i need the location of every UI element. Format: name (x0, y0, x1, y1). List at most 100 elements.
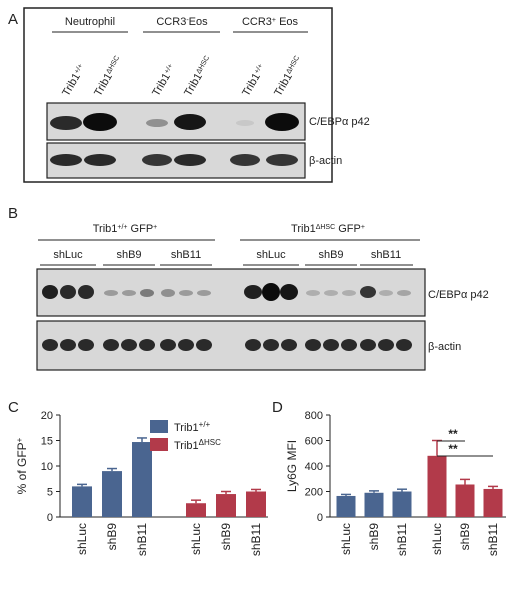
significance-label: ** (448, 442, 458, 456)
error-bar (191, 499, 201, 504)
x-tick-label: shB11 (249, 523, 263, 556)
blot-b: Trib1+/+ GFP+ Trib1ΔHSC GFP+ shLuc shB9 … (36, 223, 489, 371)
band (83, 113, 117, 131)
panel-label: D (272, 399, 283, 416)
panel-label: B (8, 205, 18, 222)
band (60, 285, 76, 299)
legend-label: Trib1ΔHSC (174, 438, 221, 453)
bar (364, 492, 384, 517)
lane-label: Trib1+/+ (150, 62, 178, 98)
y-tick-label: 200 (305, 487, 323, 499)
y-tick-label: 5 (47, 487, 53, 499)
bar (455, 484, 475, 517)
band (323, 339, 339, 351)
band (160, 339, 176, 351)
band (78, 285, 94, 299)
band (341, 339, 357, 351)
subgroup-label: shB11 (371, 249, 401, 261)
subgroup-label: shB9 (116, 249, 141, 261)
band (196, 339, 212, 351)
band (142, 154, 172, 166)
legend-label-sup: ΔHSC (199, 438, 221, 447)
x-tick-label: shB9 (458, 523, 472, 551)
legend-swatch (150, 438, 168, 451)
error-bar (221, 490, 231, 495)
lane-label: Trib1ΔHSC (272, 54, 304, 98)
subgroup-label: shLuc (53, 249, 83, 261)
band (179, 290, 193, 296)
y-tick-label: 800 (305, 410, 323, 422)
legend-label-sup: +/+ (199, 420, 211, 429)
error-bar (107, 467, 117, 472)
band (174, 114, 206, 130)
bar (132, 442, 152, 517)
y-axis-label-text: % of GFP (15, 442, 29, 494)
band (324, 290, 338, 296)
x-tick-label: shLuc (189, 523, 203, 555)
lane-label: Trib1ΔHSC (92, 54, 124, 98)
lane-label: Trib1+/+ (240, 62, 268, 98)
row-label: β-actin (309, 155, 342, 167)
y-tick-label: 15 (41, 436, 53, 448)
x-tick-label: shB9 (219, 523, 233, 551)
band (78, 339, 94, 351)
band (360, 286, 376, 298)
band (174, 154, 206, 166)
group-label: Trib1+/+ GFP+ (93, 223, 158, 235)
band (397, 290, 411, 296)
group-label: CCR3-Eos (156, 16, 208, 28)
bar (336, 495, 356, 517)
band (280, 284, 298, 300)
y-tick-label: 0 (47, 512, 53, 524)
x-tick-label: shB9 (105, 523, 119, 551)
bar (483, 488, 503, 517)
band (50, 116, 82, 130)
band (161, 289, 175, 297)
band (197, 290, 211, 296)
error-bar (341, 493, 351, 496)
y-axis-label: Ly6G MFI (285, 440, 299, 492)
band (103, 339, 119, 351)
y-tick-label: 10 (41, 461, 53, 473)
x-tick-label: shB11 (135, 523, 149, 556)
error-bar (137, 437, 147, 443)
band (281, 339, 297, 351)
legend-swatch (150, 420, 168, 433)
error-bar (369, 490, 379, 493)
band (360, 339, 376, 351)
band (122, 290, 136, 296)
x-tick-label: shLuc (339, 523, 353, 555)
band (84, 154, 116, 166)
band (178, 339, 194, 351)
band (396, 339, 412, 351)
band (139, 339, 155, 351)
panel-frame (23, 7, 333, 183)
row-label: C/EBPα p42 (428, 289, 489, 301)
band (60, 339, 76, 351)
charts: 0 5 10 15 20 % of GFP+ shLuc shB9 shB11 Trib1+/+ s… (15, 410, 506, 556)
group-label: Neutrophil (65, 16, 115, 28)
subgroup-label: shLuc (256, 249, 286, 261)
band (146, 119, 168, 127)
bar (246, 491, 266, 517)
band (379, 290, 393, 296)
legend-label: Trib1+/+ (174, 420, 211, 435)
group-label: Trib1ΔHSC GFP+ (291, 223, 365, 235)
blot-a: Neutrophil CCR3-Eos CCR3+ Eos Trib1+/+ T… (46, 16, 370, 179)
bar (392, 491, 412, 517)
row-label: C/EBPα p42 (309, 116, 370, 128)
bar (427, 455, 447, 517)
band (262, 283, 280, 301)
subgroup-label: shB11 (171, 249, 201, 261)
band (265, 113, 299, 131)
band (140, 289, 154, 297)
y-axis-label: % of GFP+ (15, 437, 30, 494)
band (245, 339, 261, 351)
y-tick-label: 400 (305, 461, 323, 473)
x-tick-label: shB9 (367, 523, 381, 551)
error-bar (77, 483, 87, 487)
y-tick-label: 20 (41, 410, 53, 422)
band (306, 290, 320, 296)
error-bar (432, 439, 442, 456)
